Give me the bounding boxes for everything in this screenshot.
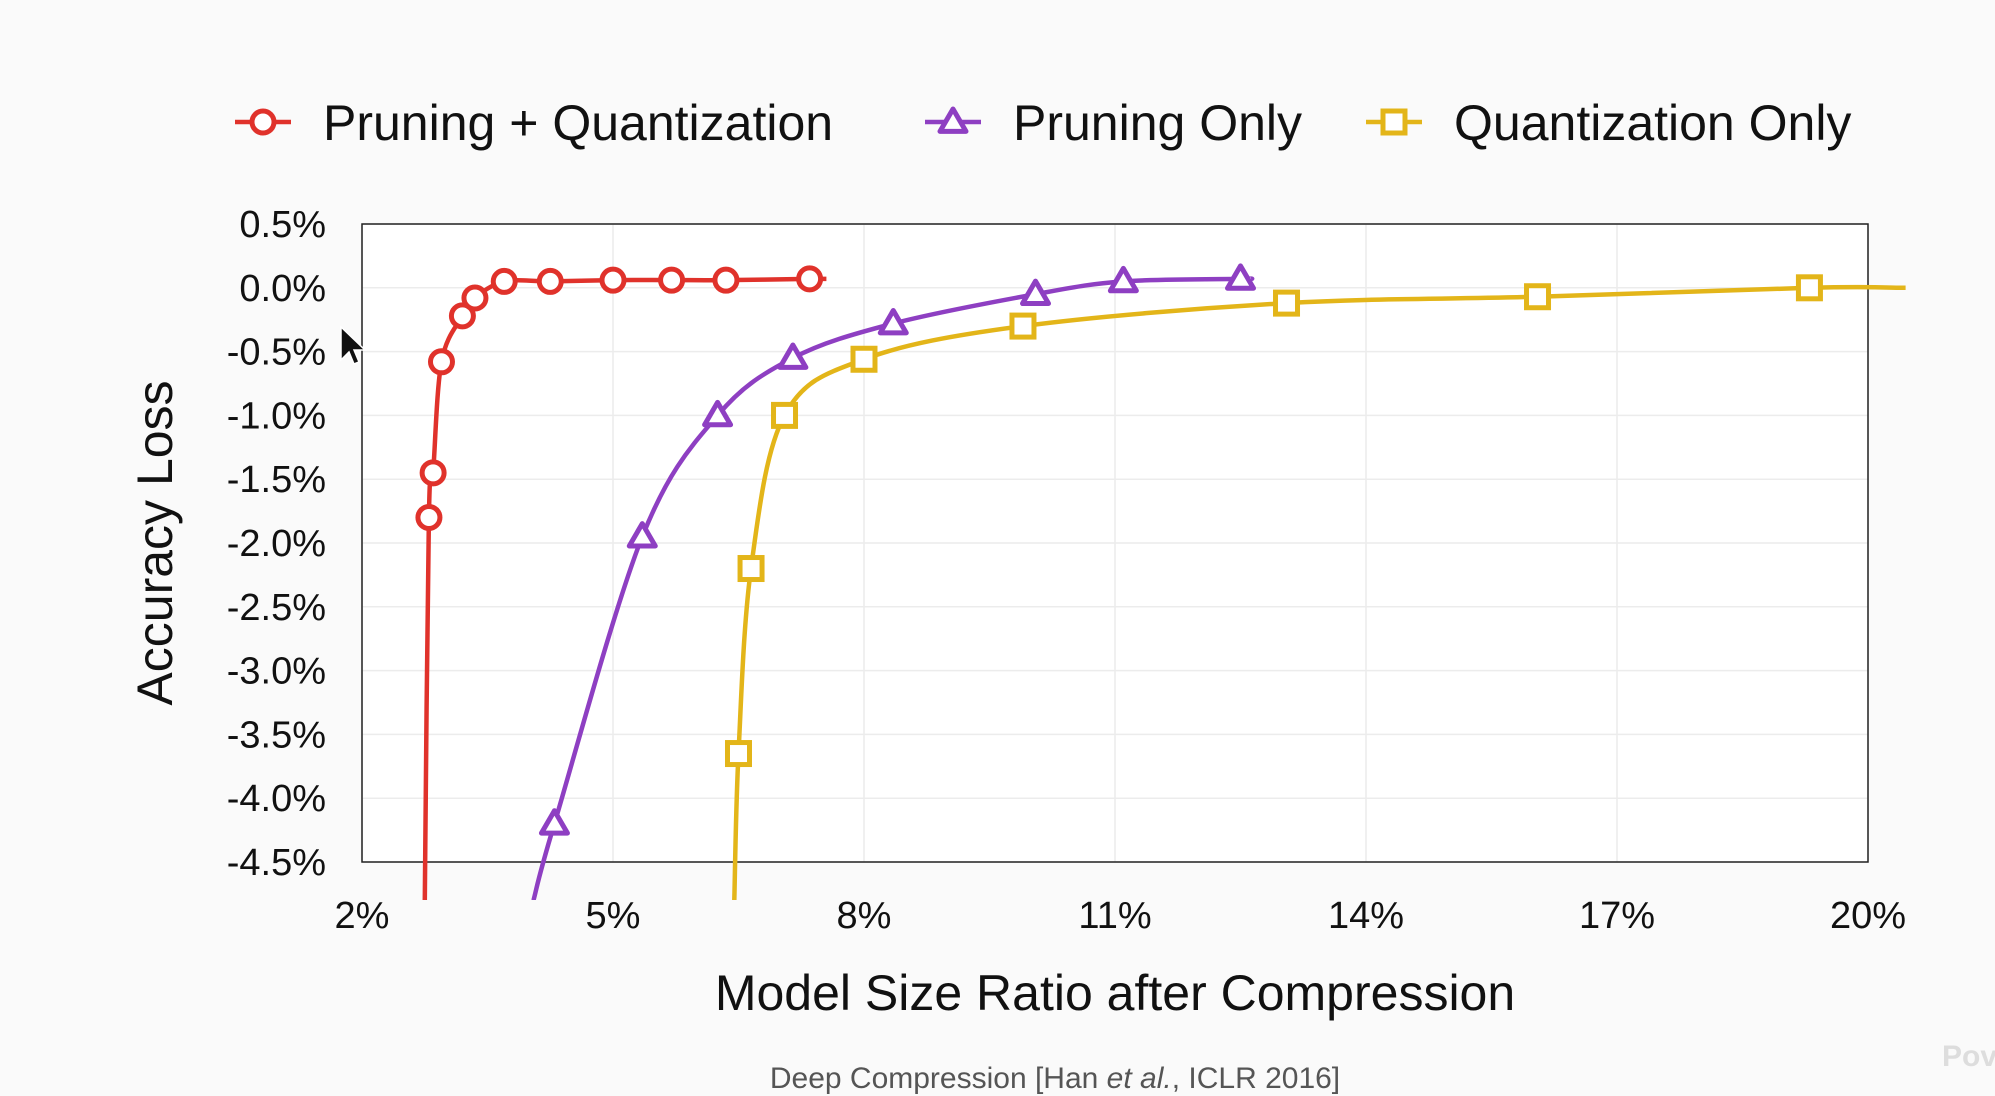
data-point bbox=[737, 555, 765, 583]
legend-marker bbox=[937, 106, 969, 134]
data-point bbox=[599, 266, 627, 294]
caption-italic: et al. bbox=[1107, 1062, 1172, 1095]
series-line bbox=[732, 284, 1906, 900]
data-point bbox=[658, 266, 686, 294]
legend-label: Quantization Only bbox=[1454, 95, 1851, 151]
x-tick-label: 14% bbox=[1328, 895, 1404, 937]
watermark: Pov bbox=[1942, 1040, 1995, 1073]
caption-suffix: , ICLR 2016] bbox=[1172, 1062, 1340, 1095]
series-circle bbox=[415, 265, 827, 900]
y-tick-label: -2.5% bbox=[227, 587, 326, 629]
data-point bbox=[415, 503, 443, 531]
data-point bbox=[850, 345, 878, 373]
ticks: 2% 5% 8% 11% 14% 17% 20% 0.5% 0.0% -0.5% -1.0% -1.5… bbox=[227, 204, 1906, 937]
legend-label: Pruning Only bbox=[1013, 95, 1302, 151]
data-point bbox=[1524, 283, 1552, 311]
x-tick-label: 2% bbox=[335, 895, 390, 937]
data-point bbox=[461, 284, 489, 312]
legend-label: Pruning + Quantization bbox=[323, 95, 833, 151]
data-point bbox=[1107, 265, 1139, 294]
data-point bbox=[427, 348, 455, 376]
data-point bbox=[1020, 278, 1052, 307]
data-point bbox=[712, 266, 740, 294]
data-point bbox=[1273, 289, 1301, 317]
data-point bbox=[538, 808, 570, 836]
legend: Pruning + Quantization Pruning Only Quanti… bbox=[235, 95, 1851, 151]
caption-prefix: Deep Compression [Han bbox=[770, 1062, 1107, 1095]
y-tick-label: -4.5% bbox=[227, 842, 326, 884]
data-point bbox=[771, 401, 799, 429]
x-tick-label: 20% bbox=[1830, 895, 1906, 937]
data-point bbox=[1795, 274, 1823, 302]
series-layer bbox=[415, 263, 1906, 900]
y-tick-label: -4.0% bbox=[227, 778, 326, 820]
data-point bbox=[777, 342, 809, 370]
x-tick-label: 8% bbox=[837, 895, 892, 937]
y-tick-label: 0.0% bbox=[239, 268, 326, 310]
y-tick-label: -3.0% bbox=[227, 651, 326, 693]
legend-marker bbox=[249, 108, 277, 136]
y-tick-label: -2.0% bbox=[227, 523, 326, 565]
legend-item: Quantization Only bbox=[1366, 95, 1851, 151]
y-tick-label: -3.5% bbox=[227, 714, 326, 756]
caption: Deep Compression [Han et al., ICLR 2016] bbox=[770, 1062, 1340, 1095]
mouse-pointer-icon bbox=[340, 325, 367, 365]
data-point bbox=[796, 265, 824, 293]
grid bbox=[361, 223, 1869, 863]
y-tick-label: -1.5% bbox=[227, 459, 326, 501]
data-point bbox=[419, 459, 447, 487]
series-line bbox=[531, 276, 1255, 900]
x-tick-label: 17% bbox=[1579, 895, 1655, 937]
y-tick-label: 0.5% bbox=[239, 204, 326, 246]
data-point bbox=[725, 740, 752, 768]
series-triangle bbox=[531, 263, 1256, 900]
data-point bbox=[626, 521, 658, 549]
data-point bbox=[702, 399, 734, 428]
x-tick-label: 11% bbox=[1078, 895, 1151, 937]
series-square bbox=[725, 274, 1906, 900]
data-point bbox=[1009, 312, 1037, 340]
data-point bbox=[1225, 263, 1256, 291]
legend-marker bbox=[1380, 108, 1408, 136]
data-point bbox=[490, 267, 518, 295]
legend-item: Pruning + Quantization bbox=[235, 95, 833, 151]
plot-frame bbox=[361, 223, 1869, 863]
y-tick-label: -0.5% bbox=[227, 332, 326, 374]
y-tick-label: -1.0% bbox=[227, 395, 326, 437]
x-axis-title: Model Size Ratio after Compression bbox=[715, 965, 1515, 1021]
y-axis-title: Accuracy Loss bbox=[127, 380, 183, 705]
data-point bbox=[877, 308, 909, 336]
legend-item: Pruning Only bbox=[925, 95, 1302, 151]
x-tick-label: 5% bbox=[586, 895, 641, 937]
data-point bbox=[536, 267, 564, 295]
data-point bbox=[448, 302, 476, 330]
